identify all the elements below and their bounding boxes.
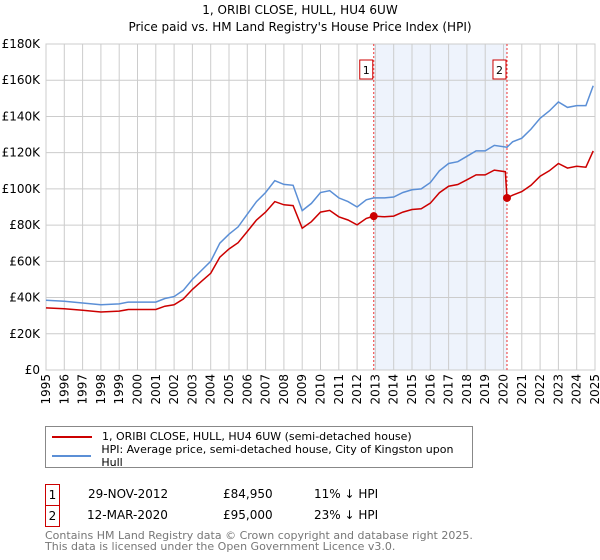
- copyright-text: Contains HM Land Registry data © Crown c…: [45, 529, 473, 542]
- series-line-property: [45, 150, 594, 313]
- legend-item-property: 1, ORIBI CLOSE, HULL, HU4 6UW (semi-deta…: [46, 427, 472, 446]
- y-tick-label: £140K: [2, 109, 42, 123]
- x-tick-label: 1996: [57, 374, 71, 405]
- x-tick-label: 2020: [497, 374, 511, 405]
- price-chart: 1, ORIBI CLOSE, HULL, HU4 6UW Price paid…: [2, 3, 600, 405]
- sale-point: [502, 193, 511, 202]
- sale-marker-label: 2: [45, 505, 60, 527]
- x-tick-label: 2008: [277, 374, 291, 405]
- x-tick-label: 2018: [460, 374, 474, 405]
- x-tick-label: 2004: [204, 374, 218, 405]
- x-tick-label: 2009: [295, 374, 309, 405]
- y-tick-label: £160K: [2, 73, 42, 87]
- sale-hpi-diff: 11% ↓ HPI: [314, 487, 379, 501]
- sale-row: 2 12-MAR-2020 £95,000 23% ↓ HPI: [45, 505, 445, 527]
- sale-point: [369, 212, 378, 221]
- legend-label: HPI: Average price, semi-detached house,…: [101, 442, 454, 469]
- x-tick-label: 2023: [551, 374, 565, 405]
- x-tick-label: 2005: [222, 374, 236, 405]
- y-tick-label: £80K: [9, 218, 41, 232]
- x-tick-label: 2011: [332, 374, 346, 405]
- legend-label: 1, ORIBI CLOSE, HULL, HU4 6UW (semi-deta…: [102, 430, 412, 443]
- sale-box-label: 2: [496, 64, 503, 77]
- x-tick-label: 2021: [515, 374, 529, 405]
- sale-price: £84,950: [223, 487, 273, 501]
- x-tick-label: 2001: [149, 374, 163, 405]
- x-tick-label: 2013: [368, 374, 382, 405]
- sale-row: 1 29-NOV-2012 £84,950 11% ↓ HPI: [45, 484, 445, 506]
- chart-subtitle: Price paid vs. HM Land Registry's House …: [128, 20, 471, 34]
- legend-swatch-blue: [52, 454, 92, 457]
- sale-box-label: 1: [363, 64, 370, 77]
- y-tick-label: £40K: [9, 291, 41, 305]
- x-tick-label: 1999: [112, 374, 126, 405]
- footer: Contains HM Land Registry data © Crown c…: [45, 530, 473, 552]
- sale-box: [359, 59, 374, 80]
- y-tick-label: £0: [25, 363, 40, 377]
- y-tick-label: £120K: [2, 146, 42, 160]
- x-tick-label: 2003: [185, 374, 199, 405]
- sale-marker-label: 1: [45, 484, 60, 506]
- x-tick-label: 2024: [570, 374, 584, 405]
- y-tick-label: £180K: [2, 37, 42, 51]
- licence-text: This data is licensed under the Open Gov…: [45, 540, 396, 553]
- x-tick-label: 2014: [387, 374, 401, 405]
- x-tick-label: 2016: [423, 374, 437, 405]
- x-tick-label: 2010: [314, 374, 328, 405]
- x-tick-label: 2019: [478, 374, 492, 405]
- plot-frame: [45, 43, 596, 371]
- x-tick-label: 2012: [350, 374, 364, 405]
- sale-date: 29-NOV-2012: [88, 487, 169, 501]
- sale-box: [492, 59, 507, 80]
- legend-item-hpi: HPI: Average price, semi-detached house,…: [46, 443, 472, 469]
- x-tick-label: 2002: [167, 374, 181, 405]
- x-tick-label: 2006: [240, 374, 254, 405]
- x-tick-label: 1995: [39, 374, 53, 405]
- sale-date: 12-MAR-2020: [87, 508, 168, 522]
- x-tick-label: 2000: [131, 374, 145, 405]
- x-tick-label: 2025: [588, 374, 600, 405]
- x-tick-label: 2017: [442, 374, 456, 405]
- y-tick-label: £100K: [2, 182, 42, 196]
- x-tick-label: 1997: [76, 374, 90, 405]
- series-line-hpi: [45, 85, 594, 306]
- chart-title: 1, ORIBI CLOSE, HULL, HU4 6UW: [202, 3, 398, 17]
- sale-hpi-diff: 23% ↓ HPI: [314, 508, 379, 522]
- sale-price: £95,000: [223, 508, 273, 522]
- legend: 1, ORIBI CLOSE, HULL, HU4 6UW (semi-deta…: [45, 426, 473, 469]
- x-tick-label: 1998: [94, 374, 108, 405]
- x-tick-label: 2022: [533, 374, 547, 405]
- x-tick-label: 2007: [259, 374, 273, 405]
- legend-swatch-red: [52, 435, 92, 438]
- y-tick-label: £60K: [9, 254, 41, 268]
- y-tick-label: £20K: [9, 327, 41, 341]
- x-tick-label: 2015: [405, 374, 419, 405]
